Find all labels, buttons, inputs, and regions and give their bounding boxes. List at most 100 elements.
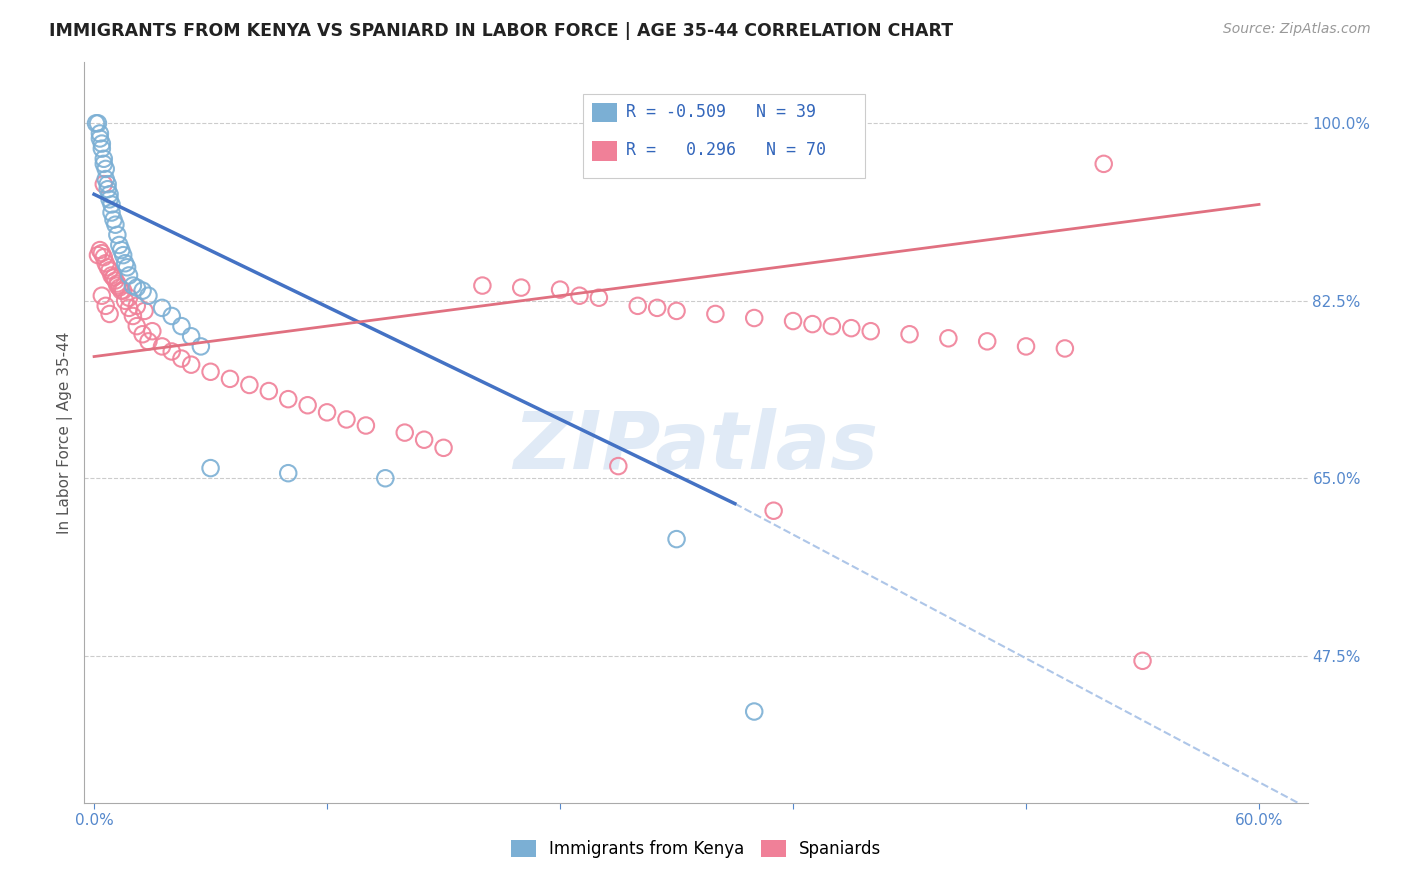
Point xyxy=(588,291,610,305)
Point xyxy=(160,309,183,323)
Point xyxy=(110,243,132,257)
Point xyxy=(138,334,160,349)
Point xyxy=(104,218,127,232)
Point xyxy=(548,283,571,297)
Point xyxy=(105,278,128,293)
Point xyxy=(316,405,339,419)
Point xyxy=(665,532,688,546)
Point xyxy=(115,260,138,275)
Point xyxy=(704,307,727,321)
Point xyxy=(93,157,115,171)
Point xyxy=(93,152,115,166)
Point xyxy=(103,270,125,285)
Point xyxy=(1132,654,1154,668)
Point xyxy=(1092,157,1115,171)
Point xyxy=(89,127,111,141)
Point xyxy=(782,314,804,328)
Point xyxy=(898,327,921,342)
Point xyxy=(90,289,112,303)
Point xyxy=(432,441,454,455)
Point xyxy=(742,705,765,719)
Point xyxy=(108,238,131,252)
Text: Source: ZipAtlas.com: Source: ZipAtlas.com xyxy=(1223,22,1371,37)
Point xyxy=(568,289,591,303)
Point xyxy=(112,284,135,298)
Point xyxy=(100,205,122,219)
Point xyxy=(94,299,117,313)
Point xyxy=(103,270,125,285)
Point xyxy=(190,339,212,353)
Point xyxy=(200,461,222,475)
Text: R =   0.296   N = 70: R = 0.296 N = 70 xyxy=(626,141,825,159)
Point xyxy=(742,311,765,326)
Point xyxy=(859,324,882,338)
Point xyxy=(94,256,117,270)
Point xyxy=(122,309,145,323)
Point xyxy=(98,307,121,321)
Point xyxy=(976,334,998,349)
Point xyxy=(134,304,156,318)
Point xyxy=(238,378,260,392)
Point xyxy=(94,161,117,176)
Point xyxy=(98,263,121,277)
Point xyxy=(1015,339,1038,353)
Point xyxy=(277,392,299,406)
Point xyxy=(87,248,110,262)
Point xyxy=(607,459,630,474)
Point xyxy=(118,291,141,305)
Point xyxy=(90,142,112,156)
Point xyxy=(131,327,153,342)
Point xyxy=(839,321,862,335)
Point xyxy=(131,284,153,298)
Point xyxy=(89,131,111,145)
Point xyxy=(821,319,844,334)
Point xyxy=(627,299,650,313)
Point xyxy=(114,293,136,308)
Point xyxy=(762,504,785,518)
Point xyxy=(98,192,121,206)
Point xyxy=(413,433,436,447)
Point xyxy=(510,280,533,294)
Point xyxy=(160,344,183,359)
Point xyxy=(84,116,107,130)
Point xyxy=(394,425,416,440)
Point xyxy=(108,280,131,294)
Point xyxy=(200,365,222,379)
Point xyxy=(277,466,299,480)
Point xyxy=(335,412,357,426)
Point xyxy=(104,273,127,287)
Point xyxy=(374,471,396,485)
Point xyxy=(97,177,120,191)
Point xyxy=(97,260,120,275)
Point xyxy=(125,280,148,294)
Point xyxy=(1053,342,1076,356)
Point xyxy=(97,182,120,196)
Text: ZIPatlas: ZIPatlas xyxy=(513,409,879,486)
Legend: Immigrants from Kenya, Spaniards: Immigrants from Kenya, Spaniards xyxy=(503,833,889,865)
Point xyxy=(180,329,202,343)
Point xyxy=(103,212,125,227)
Point xyxy=(90,246,112,260)
Point xyxy=(110,284,132,298)
Point xyxy=(471,278,494,293)
Point xyxy=(100,268,122,283)
Point xyxy=(93,250,115,264)
Point xyxy=(112,248,135,262)
Point xyxy=(94,172,117,186)
Point xyxy=(645,301,668,315)
Point xyxy=(138,289,160,303)
Point xyxy=(114,256,136,270)
Text: IMMIGRANTS FROM KENYA VS SPANIARD IN LABOR FORCE | AGE 35-44 CORRELATION CHART: IMMIGRANTS FROM KENYA VS SPANIARD IN LAB… xyxy=(49,22,953,40)
Point xyxy=(665,304,688,318)
Point xyxy=(170,319,193,334)
Point xyxy=(100,197,122,211)
Point xyxy=(122,278,145,293)
Point xyxy=(801,317,824,331)
Point xyxy=(297,398,319,412)
Point xyxy=(98,187,121,202)
Point xyxy=(125,299,148,313)
Point xyxy=(170,351,193,366)
Point xyxy=(354,418,377,433)
Y-axis label: In Labor Force | Age 35-44: In Labor Force | Age 35-44 xyxy=(58,332,73,533)
Point xyxy=(93,177,115,191)
